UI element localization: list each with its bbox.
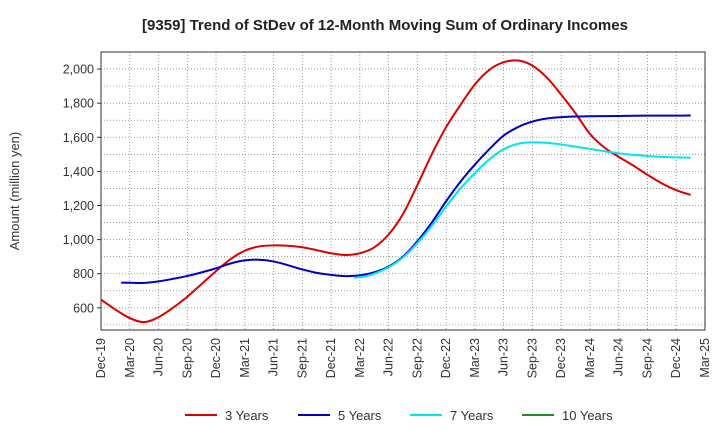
x-tick-label: Mar-22: [353, 338, 367, 378]
y-tick-label: 2,000: [63, 63, 94, 77]
x-tick-label: Sep-23: [525, 338, 539, 378]
x-tick-label: Sep-20: [180, 338, 194, 378]
x-tick-label: Jun-21: [267, 338, 281, 376]
x-tick-label: Sep-22: [410, 338, 424, 378]
y-tick-label: 1,400: [63, 165, 94, 179]
series-line-3-years: [100, 59, 691, 324]
x-tick-label: Dec-21: [324, 338, 338, 378]
series-line-7-years: [353, 141, 691, 279]
x-tick-label: Jun-23: [497, 338, 511, 376]
x-tick-label: Dec-24: [669, 338, 683, 378]
y-tick-label: 1,600: [63, 131, 94, 145]
x-tick-label: Dec-23: [554, 338, 568, 378]
x-tick-label: Mar-24: [583, 338, 597, 378]
legend: 3 Years 5 Years 7 Years 10 Years: [185, 408, 613, 423]
y-tick-label: 800: [73, 267, 94, 281]
x-tick-label: Jun-20: [152, 338, 166, 376]
x-tick-label: Sep-24: [640, 338, 654, 378]
legend-label-7-years: 7 Years: [450, 408, 494, 423]
plot-frame: [100, 51, 706, 331]
x-tick-label: Mar-23: [468, 338, 482, 378]
x-tick-label: Jun-22: [382, 338, 396, 376]
legend-label-5-years: 5 Years: [338, 408, 382, 423]
series-line-5-years: [121, 114, 691, 285]
legend-label-3-years: 3 Years: [225, 408, 269, 423]
x-tick-label: Mar-20: [123, 338, 137, 378]
y-tick-label: 1,200: [63, 199, 94, 213]
x-tick-label: Sep-21: [295, 338, 309, 378]
y-tick-label: 1,800: [63, 97, 94, 111]
x-tick-label: Dec-22: [439, 338, 453, 378]
y-tick-label: 1,000: [63, 233, 94, 247]
x-tick-label: Jun-24: [612, 338, 626, 376]
y-axis-label: Amount (million yen): [7, 132, 22, 251]
series-layer: [100, 59, 691, 324]
x-tick-label: Mar-21: [238, 338, 252, 378]
chart-title: [9359] Trend of StDev of 12-Month Moving…: [142, 17, 628, 34]
y-tick-label: 600: [73, 301, 94, 315]
grid-layer: [100, 51, 706, 330]
x-tick-label: Dec-19: [94, 338, 108, 378]
tick-layer: Dec-19 Mar-20 Jun-20 Sep-20 Dec-20 Mar-21 Jun-…: [63, 63, 712, 379]
legend-label-10-years: 10 Years: [562, 408, 613, 423]
x-tick-label: Dec-20: [209, 338, 223, 378]
x-tick-label: Mar-25: [698, 338, 712, 378]
